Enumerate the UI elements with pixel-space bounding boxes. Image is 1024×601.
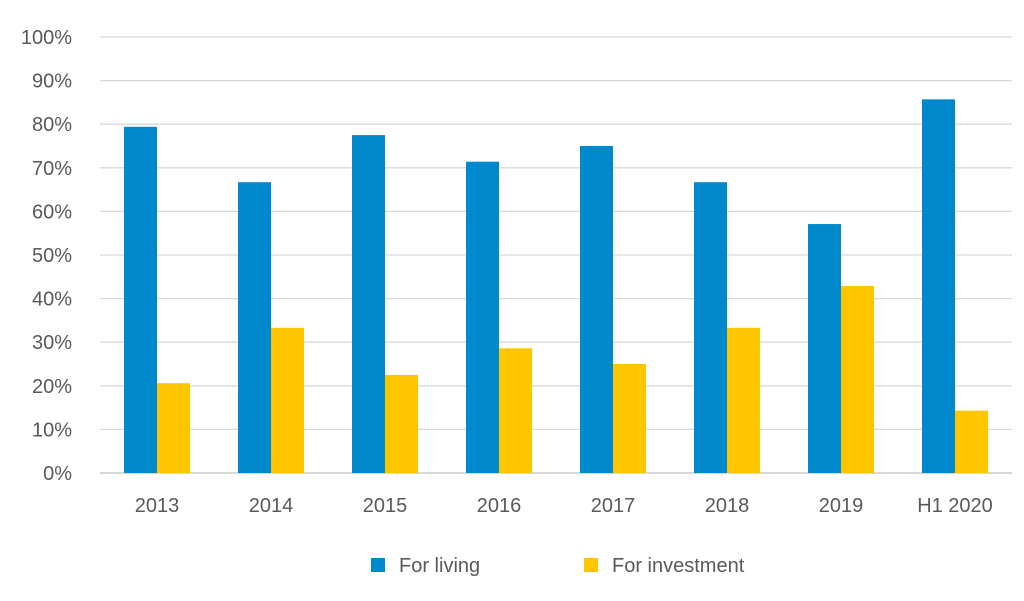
bar-for-investment-2016 — [499, 348, 532, 473]
y-axis: 0% 10% 20% 30% 40% 50% 60% 70% 80% 90% 100% — [21, 27, 72, 485]
bar-for-investment-2017 — [613, 364, 646, 473]
bar-for-investment-h1-2020 — [955, 410, 988, 473]
bar-for-investment-2013 — [157, 383, 190, 473]
x-tick-label: 2018 — [705, 495, 750, 517]
x-tick-label: 2013 — [135, 495, 180, 517]
y-tick-label: 20% — [32, 376, 72, 398]
bar-for-living-2017 — [580, 146, 613, 473]
legend-label: For investment — [612, 555, 745, 577]
bars — [124, 99, 988, 474]
y-tick-label: 70% — [32, 158, 72, 180]
x-tick-label: 2016 — [477, 495, 522, 517]
y-tick-label: 80% — [32, 114, 72, 136]
legend-label: For living — [399, 555, 480, 577]
y-tick-label: 10% — [32, 419, 72, 441]
x-tick-label: 2015 — [363, 495, 408, 517]
x-tick-label: 2017 — [591, 495, 636, 517]
y-tick-label: 30% — [32, 332, 72, 354]
y-tick-label: 90% — [32, 71, 72, 93]
x-axis: 2013 2014 2015 2016 2017 2018 2019 H1 2020 — [135, 495, 993, 517]
bar-for-living-2013 — [124, 126, 157, 473]
y-tick-label: 60% — [32, 201, 72, 223]
x-tick-label: 2014 — [249, 495, 294, 517]
legend-swatch — [584, 558, 598, 572]
bar-for-living-2018 — [694, 182, 727, 474]
gridlines — [100, 36, 1012, 474]
bar-for-living-2015 — [352, 135, 385, 473]
bar-for-investment-2018 — [727, 327, 760, 473]
y-tick-label: 100% — [21, 27, 72, 49]
bar-for-investment-2015 — [385, 374, 418, 473]
bar-for-living-h1-2020 — [922, 99, 955, 474]
bar-for-living-2014 — [238, 182, 271, 474]
y-tick-label: 40% — [32, 289, 72, 311]
y-tick-label: 0% — [43, 463, 72, 485]
x-tick-label: H1 2020 — [917, 495, 993, 517]
x-tick-label: 2019 — [819, 495, 864, 517]
bar-for-living-2019 — [808, 224, 841, 473]
y-tick-label: 50% — [32, 245, 72, 267]
legend: For living For investment — [371, 555, 745, 577]
legend-swatch — [371, 558, 385, 572]
bar-for-investment-2019 — [841, 285, 874, 473]
bar-for-investment-2014 — [271, 327, 304, 473]
bar-for-living-2016 — [466, 161, 499, 474]
